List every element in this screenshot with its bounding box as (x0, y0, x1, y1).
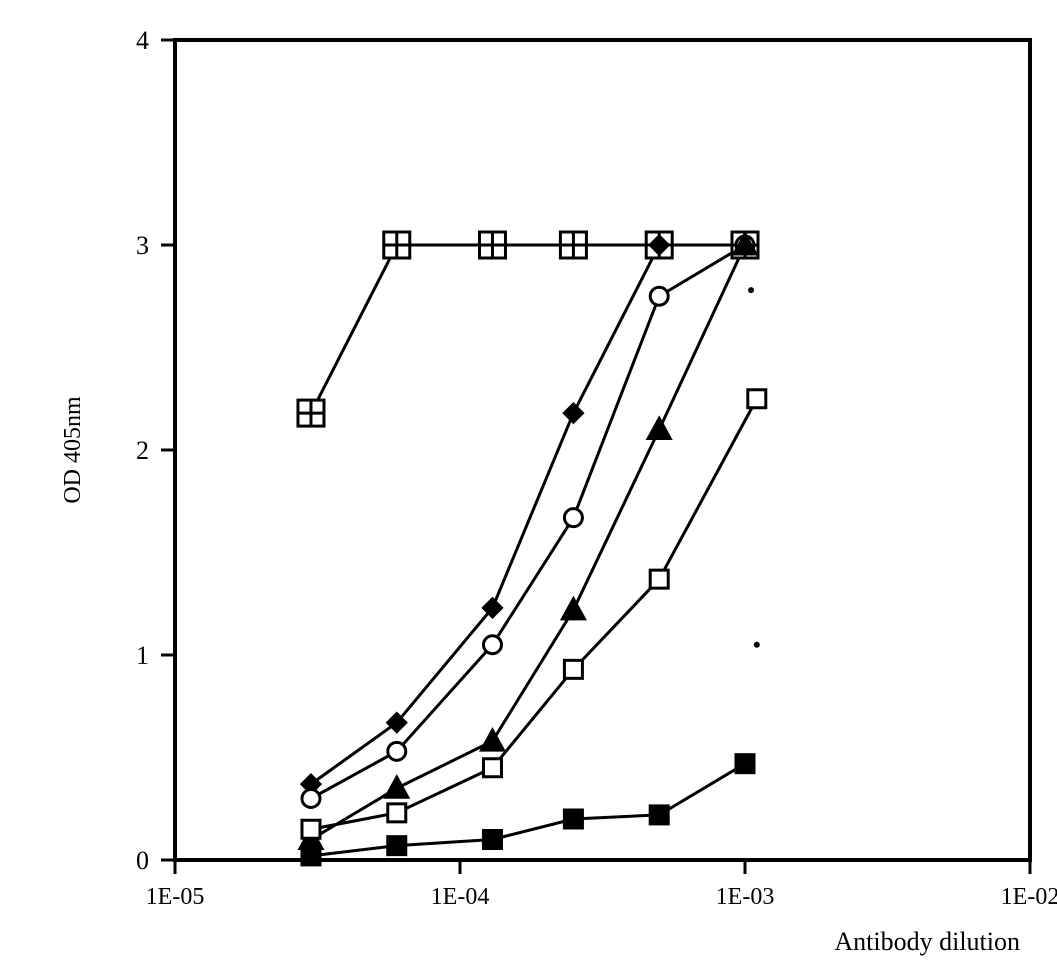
x-tick-label: 1E-03 (716, 884, 775, 910)
y-tick-label: 1 (136, 641, 149, 670)
annotation-dot (748, 287, 754, 293)
y-tick-label: 4 (136, 26, 149, 55)
od-vs-dilution-chart: 1E-05 1E-04 1E-03 1E-02 Antibody dilution 0 1 2… (0, 0, 1057, 975)
x-tick-label: 1E-04 (431, 884, 490, 910)
x-axis-label: Antibody dilution (834, 927, 1020, 956)
y-tick-label: 3 (136, 231, 149, 260)
annotation-dot (754, 642, 760, 648)
x-tick-label: 1E-05 (146, 884, 205, 910)
chart-container: 1E-05 1E-04 1E-03 1E-02 Antibody dilution 0 1 2… (0, 0, 1057, 975)
y-tick-label: 2 (136, 436, 149, 465)
x-tick-label: 1E-02 (1001, 884, 1057, 910)
y-tick-label: 0 (136, 846, 149, 875)
y-axis-label: OD 405nm (60, 396, 86, 504)
